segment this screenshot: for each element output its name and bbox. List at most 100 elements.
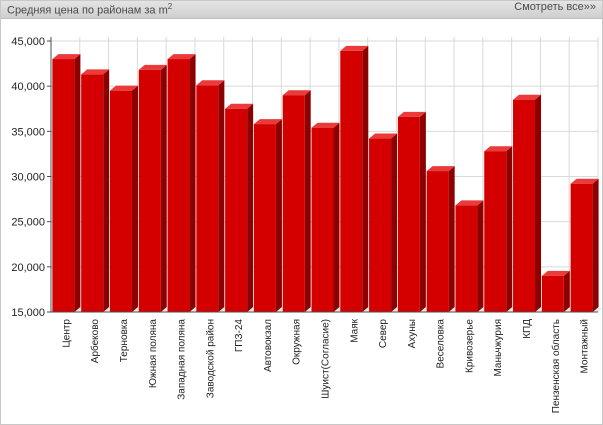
bar-top xyxy=(570,178,599,184)
bar-top xyxy=(196,80,225,86)
bar[interactable] xyxy=(109,85,138,312)
bar[interactable] xyxy=(81,69,110,312)
bar[interactable] xyxy=(541,270,570,312)
bar-front xyxy=(484,151,507,312)
x-tick-label: Терновка xyxy=(119,319,130,363)
bar-top xyxy=(541,270,570,276)
bar-top xyxy=(81,69,110,75)
x-tick-label: Автовокзал xyxy=(263,319,274,372)
bar[interactable] xyxy=(369,133,398,312)
bar-top xyxy=(138,64,167,70)
bar-front xyxy=(81,74,104,312)
bar[interactable] xyxy=(52,54,81,313)
x-tick-label: Западная поляна xyxy=(177,319,188,400)
bar[interactable] xyxy=(484,146,513,312)
bar[interactable] xyxy=(340,45,369,312)
bar-front xyxy=(196,85,219,312)
bar-side xyxy=(419,111,426,312)
bar-top xyxy=(340,45,369,51)
bar[interactable] xyxy=(455,200,484,312)
bar[interactable] xyxy=(138,64,167,312)
bar[interactable] xyxy=(196,80,225,312)
bar-front xyxy=(225,108,248,312)
bar-top xyxy=(253,119,282,125)
see-all-link[interactable]: Смотреть все»» xyxy=(514,1,596,13)
y-tick-label: 30,000 xyxy=(11,172,45,184)
x-tick-label: Арбеково xyxy=(89,319,101,364)
bar-front xyxy=(570,183,593,312)
bar[interactable] xyxy=(570,178,599,312)
x-tick-label: Кривозерье xyxy=(464,319,475,373)
bar[interactable] xyxy=(282,90,311,312)
x-tick-label: Шуист(Согласие) xyxy=(321,319,332,399)
labels-layer: 15,000 20,000 25,000 30,000 35,000 40,000 45,0… xyxy=(11,36,590,413)
x-tick-label: КПД xyxy=(522,319,533,339)
x-tick-label: Заводской район xyxy=(205,319,216,398)
bar-side xyxy=(506,146,513,312)
x-tick-label: Монтажный xyxy=(580,319,591,374)
bars-layer xyxy=(52,45,599,313)
bar-top xyxy=(397,111,426,117)
axes-layer xyxy=(47,37,598,313)
bar-side xyxy=(160,64,167,312)
x-tick-label: Центр xyxy=(61,319,72,348)
bar-top xyxy=(513,94,542,100)
x-tick-label: Маяк xyxy=(349,318,360,342)
bar-front xyxy=(541,275,564,312)
bar-side xyxy=(563,270,570,312)
bar-side xyxy=(592,178,599,312)
bar-top xyxy=(52,54,81,60)
widget-header: Средняя цена по районам за m2 Смотреть в… xyxy=(1,1,602,19)
x-tick-label: ГПЗ-24 xyxy=(234,319,245,353)
bar-front xyxy=(397,116,420,312)
x-tick-label: Южная поляна xyxy=(148,319,159,389)
bar[interactable] xyxy=(513,94,542,312)
bar-top xyxy=(455,200,484,206)
bar-front xyxy=(455,205,478,312)
y-tick-label: 45,000 xyxy=(11,36,45,48)
bar-side xyxy=(247,103,254,312)
x-tick-label: Веселовка xyxy=(436,319,447,369)
bar-top xyxy=(311,122,340,128)
bar-side xyxy=(74,54,81,313)
x-tick-label: Север xyxy=(378,319,389,349)
bar-top xyxy=(225,103,254,109)
x-tick-label: Окружная xyxy=(292,319,303,365)
bar[interactable] xyxy=(426,166,455,312)
bar-top xyxy=(426,166,455,172)
widget-title: Средняя цена по районам за m2 xyxy=(7,2,173,17)
bar-side xyxy=(448,166,455,312)
bar-top xyxy=(167,54,196,60)
bar-top xyxy=(282,90,311,96)
bar-side xyxy=(535,94,542,312)
bar-front xyxy=(167,59,190,312)
x-tick-label: Ахуны xyxy=(407,319,418,348)
bar[interactable] xyxy=(167,54,196,313)
bar-front xyxy=(253,124,276,313)
bar-side xyxy=(391,133,398,312)
bar-front xyxy=(109,90,132,312)
bar-top xyxy=(109,85,138,91)
bar[interactable] xyxy=(397,111,426,312)
bar-side xyxy=(218,80,225,312)
bar-side xyxy=(103,69,110,312)
bar[interactable] xyxy=(253,119,282,313)
bar-top xyxy=(484,146,513,152)
bar[interactable] xyxy=(311,122,340,312)
bar-side xyxy=(333,122,340,312)
bar-front xyxy=(282,95,305,312)
bar-front xyxy=(340,50,363,312)
bar-side xyxy=(304,90,311,312)
bar[interactable] xyxy=(225,103,254,312)
x-tick-label: Пензенская область xyxy=(550,319,562,413)
bar-front xyxy=(311,127,334,312)
x-tick-label: Маньчжурия xyxy=(493,319,504,377)
bar-front xyxy=(138,69,161,312)
y-tick-label: 25,000 xyxy=(11,217,45,229)
bar-top xyxy=(369,133,398,139)
y-tick-label: 15,000 xyxy=(11,307,45,319)
bar-side xyxy=(189,54,196,313)
bar-side xyxy=(275,119,282,313)
bar-front xyxy=(369,138,392,312)
